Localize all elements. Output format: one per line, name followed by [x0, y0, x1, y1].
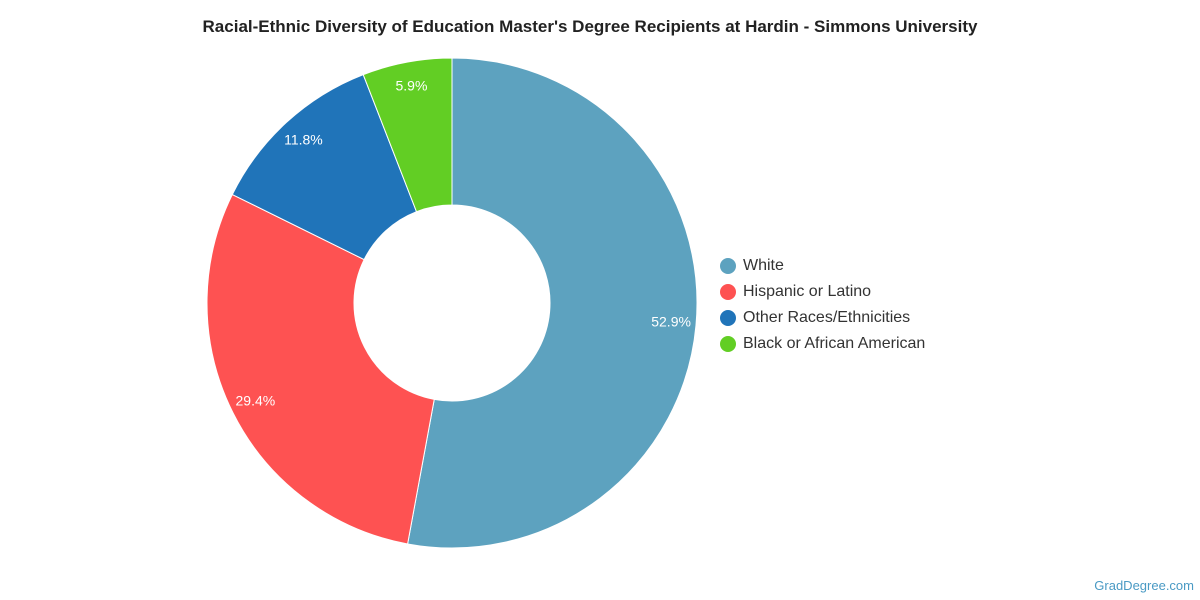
legend-item-other-races-ethnicities[interactable]: Other Races/Ethnicities — [720, 305, 925, 331]
slice-label-hispanic-or-latino: 29.4% — [236, 392, 276, 408]
slice-label-other-races-ethnicities: 11.8% — [284, 131, 323, 147]
slice-label-white: 52.9% — [651, 314, 691, 330]
legend-item-white[interactable]: White — [720, 253, 925, 279]
legend-dot-icon — [720, 336, 736, 352]
legend-item-black-or-african-american[interactable]: Black or African American — [720, 331, 925, 357]
legend-item-hispanic-or-latino[interactable]: Hispanic or Latino — [720, 279, 925, 305]
legend-label: Other Races/Ethnicities — [743, 309, 911, 326]
legend-dot-icon — [720, 310, 736, 326]
legend-dot-icon — [720, 258, 736, 274]
legend-label: Hispanic or Latino — [743, 283, 872, 300]
legend-label: Black or African American — [743, 335, 926, 352]
chart-legend: White Hispanic or Latino Other Races/Ethni… — [720, 253, 925, 357]
slice-white[interactable] — [407, 57, 698, 549]
chart-title: Racial-Ethnic Diversity of Education Mas… — [202, 17, 978, 36]
legend-label: White — [743, 257, 784, 274]
slice-black-or-african-american[interactable] — [362, 57, 453, 213]
slice-hispanic-or-latino[interactable] — [206, 193, 435, 545]
legend-dot-icon — [720, 284, 736, 300]
slice-label-black-or-african-american: 5.9% — [395, 77, 427, 93]
watermark: GradDegree.com — [1094, 578, 1194, 593]
slice-other-races-ethnicities[interactable] — [231, 73, 418, 261]
